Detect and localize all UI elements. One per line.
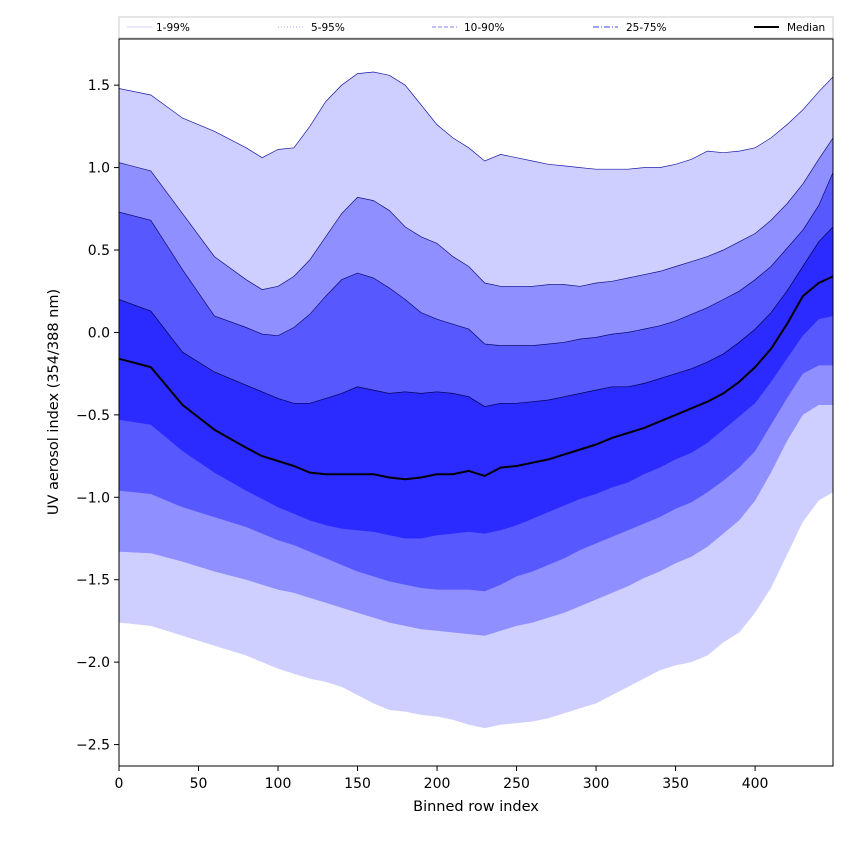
legend-label: 10-90%	[464, 22, 505, 34]
x-tick-label: 350	[662, 776, 689, 792]
y-tick-label: −2.0	[76, 655, 110, 671]
median-layer	[118, 275, 834, 481]
legend-label: 25-75%	[626, 22, 667, 34]
y-tick-label: −2.5	[76, 738, 110, 754]
band-fill-3	[119, 226, 833, 539]
legend-label: Median	[787, 22, 825, 34]
x-tick-label: 400	[742, 776, 769, 792]
band-upper-line-2	[118, 172, 834, 346]
x-tick-label: 300	[583, 776, 610, 792]
y-tick-label: −1.5	[76, 573, 110, 589]
x-tick-label: 0	[115, 776, 124, 792]
x-tick-label: 200	[424, 776, 451, 792]
x-tick-label: 50	[190, 776, 208, 792]
y-tick-label: 0.0	[88, 325, 110, 341]
y-tick-label: 1.0	[88, 161, 110, 177]
plot-area-frame	[118, 38, 834, 767]
x-tick-label: 250	[503, 776, 530, 792]
band-upper-line-1	[118, 137, 834, 290]
band-upper-line-0	[118, 71, 834, 170]
legend: 1-99% 5-95% 10-90% 25-75% Median	[118, 16, 834, 39]
y-tick-label: 0.5	[88, 243, 110, 259]
y-axis-label: UV aerosol index (354/388 nm)	[46, 289, 62, 515]
legend-label: 5-95%	[311, 22, 345, 34]
legend-box	[118, 16, 834, 39]
y-axis-ticks: 1.5 1.0 0.5 0.0 −0.5 −1.0 −1.5 −2.0 −2.5	[76, 78, 119, 754]
x-tick-label: 100	[265, 776, 292, 792]
median-line	[118, 275, 834, 481]
x-axis-label: Binned row index	[413, 799, 539, 815]
x-tick-label: 150	[344, 776, 371, 792]
y-tick-label: −1.0	[76, 490, 110, 506]
y-tick-label: 1.5	[88, 78, 110, 94]
x-axis-ticks: 0 50 100 150 200 250 300 350 400	[115, 766, 769, 792]
percentile-bands	[118, 71, 834, 729]
y-tick-label: −0.5	[76, 408, 110, 424]
band-upper-line-3	[118, 226, 834, 407]
legend-label: 1-99%	[156, 22, 190, 34]
